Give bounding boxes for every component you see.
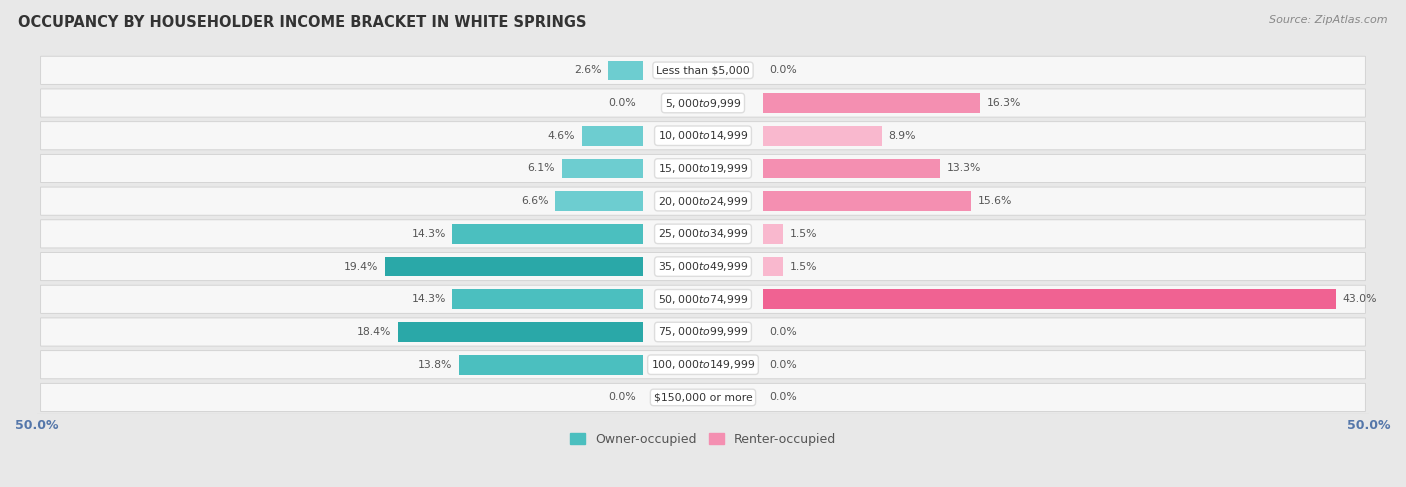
FancyBboxPatch shape: [41, 318, 1365, 346]
Text: $10,000 to $14,999: $10,000 to $14,999: [658, 129, 748, 142]
Text: $75,000 to $99,999: $75,000 to $99,999: [658, 325, 748, 338]
FancyBboxPatch shape: [41, 220, 1365, 248]
Bar: [609, 60, 643, 80]
Text: $100,000 to $149,999: $100,000 to $149,999: [651, 358, 755, 371]
Bar: [555, 191, 643, 211]
Bar: [384, 257, 643, 277]
Text: 0.0%: 0.0%: [609, 98, 637, 108]
Text: 14.3%: 14.3%: [412, 229, 446, 239]
Bar: [763, 289, 1336, 309]
Bar: [398, 322, 643, 342]
Text: 0.0%: 0.0%: [769, 327, 797, 337]
Text: 13.8%: 13.8%: [418, 360, 453, 370]
Text: 14.3%: 14.3%: [412, 294, 446, 304]
Text: 18.4%: 18.4%: [357, 327, 391, 337]
Text: 4.6%: 4.6%: [547, 131, 575, 141]
Text: 19.4%: 19.4%: [343, 262, 378, 272]
Text: $20,000 to $24,999: $20,000 to $24,999: [658, 195, 748, 207]
Text: 13.3%: 13.3%: [946, 164, 981, 173]
Text: $5,000 to $9,999: $5,000 to $9,999: [665, 96, 741, 110]
FancyBboxPatch shape: [41, 187, 1365, 215]
Bar: [763, 191, 970, 211]
Text: $35,000 to $49,999: $35,000 to $49,999: [658, 260, 748, 273]
Text: Source: ZipAtlas.com: Source: ZipAtlas.com: [1270, 15, 1388, 25]
Bar: [763, 224, 783, 244]
FancyBboxPatch shape: [41, 285, 1365, 313]
Text: 8.9%: 8.9%: [889, 131, 915, 141]
Text: 6.6%: 6.6%: [522, 196, 548, 206]
Bar: [453, 289, 643, 309]
Text: 0.0%: 0.0%: [609, 393, 637, 402]
FancyBboxPatch shape: [41, 351, 1365, 379]
Text: 0.0%: 0.0%: [769, 393, 797, 402]
Text: $50,000 to $74,999: $50,000 to $74,999: [658, 293, 748, 306]
Text: 1.5%: 1.5%: [790, 229, 817, 239]
FancyBboxPatch shape: [41, 56, 1365, 84]
Text: $15,000 to $19,999: $15,000 to $19,999: [658, 162, 748, 175]
Text: $150,000 or more: $150,000 or more: [654, 393, 752, 402]
FancyBboxPatch shape: [41, 154, 1365, 183]
Bar: [562, 159, 643, 178]
Bar: [763, 257, 783, 277]
Bar: [453, 224, 643, 244]
Bar: [763, 159, 941, 178]
Legend: Owner-occupied, Renter-occupied: Owner-occupied, Renter-occupied: [565, 428, 841, 450]
Text: 0.0%: 0.0%: [769, 65, 797, 75]
Bar: [582, 126, 643, 146]
Text: 16.3%: 16.3%: [987, 98, 1021, 108]
Text: Less than $5,000: Less than $5,000: [657, 65, 749, 75]
Text: 1.5%: 1.5%: [790, 262, 817, 272]
Text: 43.0%: 43.0%: [1343, 294, 1376, 304]
FancyBboxPatch shape: [41, 253, 1365, 281]
Text: 2.6%: 2.6%: [574, 65, 602, 75]
Text: 6.1%: 6.1%: [527, 164, 555, 173]
Bar: [460, 355, 643, 375]
Text: OCCUPANCY BY HOUSEHOLDER INCOME BRACKET IN WHITE SPRINGS: OCCUPANCY BY HOUSEHOLDER INCOME BRACKET …: [18, 15, 586, 30]
Bar: [763, 93, 980, 113]
Bar: [763, 126, 882, 146]
Text: $25,000 to $34,999: $25,000 to $34,999: [658, 227, 748, 241]
Text: 0.0%: 0.0%: [769, 360, 797, 370]
FancyBboxPatch shape: [41, 122, 1365, 150]
FancyBboxPatch shape: [41, 89, 1365, 117]
Text: 15.6%: 15.6%: [977, 196, 1012, 206]
FancyBboxPatch shape: [41, 383, 1365, 412]
